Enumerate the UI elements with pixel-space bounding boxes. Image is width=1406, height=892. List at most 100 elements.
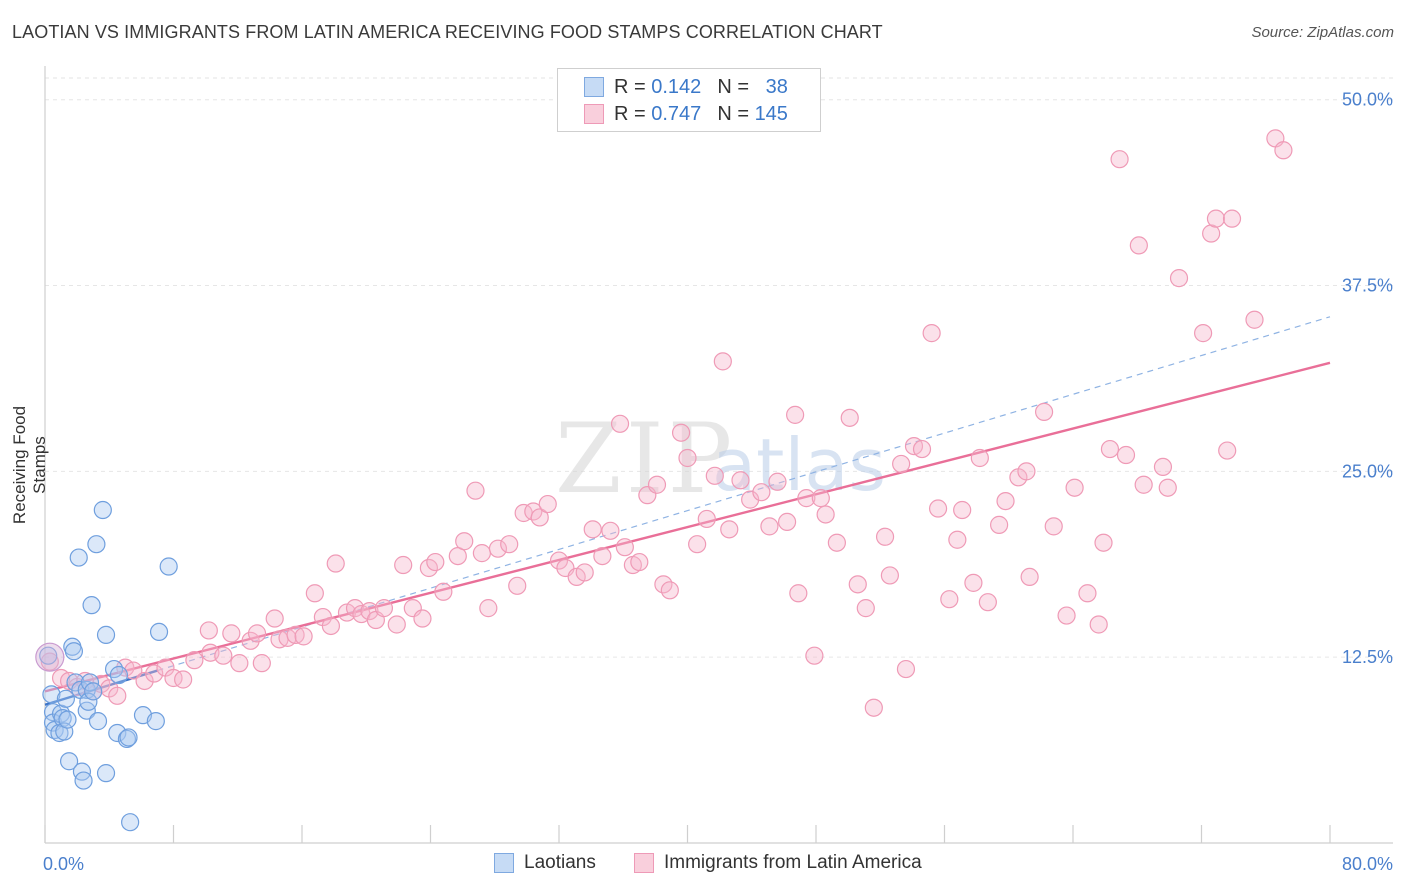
data-point-laotians	[108, 723, 127, 743]
data-point-latin-america	[1100, 439, 1120, 459]
data-point-laotians	[58, 710, 77, 729]
data-point-laotians	[93, 500, 112, 520]
data-point-latin-america	[174, 670, 193, 689]
data-point-latin-america	[479, 599, 498, 618]
data-point-latin-america	[247, 624, 267, 643]
data-point-latin-america	[671, 423, 691, 442]
data-point-latin-america	[678, 448, 697, 468]
data-point-latin-america	[1057, 606, 1076, 625]
data-point-laotians	[119, 728, 138, 747]
data-point-latin-america	[549, 551, 569, 570]
data-point-latin-america	[970, 448, 989, 468]
legend-swatch-latin-america	[584, 104, 604, 124]
data-point-laotians	[39, 646, 58, 665]
data-point-laotians	[121, 813, 140, 832]
data-point-latin-america	[896, 659, 916, 679]
data-point-latin-america	[387, 615, 406, 634]
data-point-latin-america	[786, 405, 805, 424]
data-point-latin-america	[1274, 141, 1293, 160]
data-point-latin-america	[394, 555, 413, 575]
data-point-latin-america	[731, 471, 750, 490]
data-point-latin-america	[713, 352, 732, 371]
data-point-latin-america	[305, 584, 324, 603]
data-point-latin-america	[500, 535, 519, 554]
data-point-latin-america	[164, 668, 183, 688]
x-tick-label: 0.0%	[43, 854, 84, 874]
data-point-latin-america	[230, 654, 249, 673]
x-tick-label: 80.0%	[1342, 854, 1393, 874]
data-point-latin-america	[455, 532, 474, 551]
data-point-latin-america	[752, 483, 771, 502]
y-axis-label: Receiving Food Stamps	[10, 405, 49, 525]
data-point-latin-america	[508, 576, 527, 595]
data-point-laotians	[159, 557, 178, 576]
data-point-laotians	[88, 712, 108, 731]
data-point-laotians	[109, 665, 128, 685]
y-tick-label: 12.5%	[1342, 647, 1393, 667]
data-point-latin-america	[1218, 441, 1237, 460]
data-point-latin-america	[660, 581, 679, 600]
data-point-latin-america	[777, 512, 797, 532]
data-point-latin-america	[996, 491, 1015, 511]
legend-item-laotians[interactable]: Laotians	[494, 852, 596, 874]
data-point-laotians	[104, 659, 124, 679]
data-point-laotians	[55, 722, 74, 741]
stats-legend: R = 0.142 N = 38 R = 0.747 N = 145	[557, 68, 821, 132]
data-point-latin-america	[1134, 475, 1153, 494]
data-point-latin-america	[1169, 269, 1189, 288]
legend-item-latin-america[interactable]: Immigrants from Latin America	[634, 852, 922, 874]
data-point-latin-america	[928, 499, 948, 518]
data-point-latin-america	[360, 601, 379, 621]
data-point-laotians	[74, 771, 93, 790]
data-point-latin-america	[413, 609, 432, 628]
data-point-latin-america	[108, 686, 127, 705]
data-point-latin-america	[40, 652, 59, 671]
data-point-latin-america	[222, 624, 241, 643]
legend-n-label: N =	[717, 75, 749, 98]
data-point-latin-america	[760, 517, 779, 536]
data-point-latin-america	[472, 544, 491, 563]
data-point-latin-america	[1129, 236, 1148, 255]
legend-n-label: N =	[717, 102, 749, 125]
data-point-latin-america	[426, 552, 445, 572]
data-point-latin-america	[688, 535, 707, 554]
data-point-latin-america	[768, 472, 787, 491]
legend-row-laotians: R = 0.142 N = 38	[584, 75, 788, 99]
data-point-latin-america	[252, 654, 271, 673]
data-point-latin-america	[321, 616, 341, 636]
data-point-latin-america	[466, 481, 485, 500]
legend-r-value: 0.142	[651, 75, 702, 98]
data-point-laotians	[59, 752, 79, 771]
data-point-latin-america	[705, 466, 724, 485]
data-point-latin-america	[948, 530, 967, 549]
legend-row-latin-america: R = 0.747 N = 145	[584, 102, 788, 126]
data-point-laotians	[64, 642, 84, 661]
watermark-zip: ZIP	[555, 403, 736, 515]
data-point-latin-america	[912, 439, 932, 459]
data-point-latin-america	[538, 494, 557, 514]
data-point-latin-america	[1110, 150, 1129, 169]
data-point-latin-america	[1044, 517, 1063, 536]
data-point-latin-america	[1017, 462, 1036, 481]
data-point-latin-america	[953, 500, 972, 520]
y-tick-label: 37.5%	[1342, 276, 1393, 296]
trendline-latin-america	[44, 361, 1331, 693]
data-point-latin-america	[789, 584, 808, 603]
data-point-latin-america	[990, 515, 1009, 534]
data-point-laotians	[96, 764, 116, 783]
data-point-latin-america	[326, 554, 345, 573]
data-point-latin-america	[1206, 209, 1226, 228]
data-point-latin-america	[892, 454, 911, 474]
data-point-latin-america	[124, 661, 143, 680]
data-point-latin-america	[840, 408, 859, 427]
data-point-latin-america	[697, 509, 716, 529]
data-point-latin-america	[1116, 445, 1136, 465]
data-point-latin-america	[145, 664, 164, 683]
data-point-latin-america	[630, 552, 649, 572]
data-point-latin-america	[880, 566, 899, 585]
data-point-laotians	[149, 622, 169, 642]
data-point-latin-america	[875, 527, 895, 546]
y-tick-label: 50.0%	[1342, 90, 1393, 110]
data-point-latin-america	[1222, 209, 1242, 228]
data-point-latin-america	[530, 508, 549, 527]
